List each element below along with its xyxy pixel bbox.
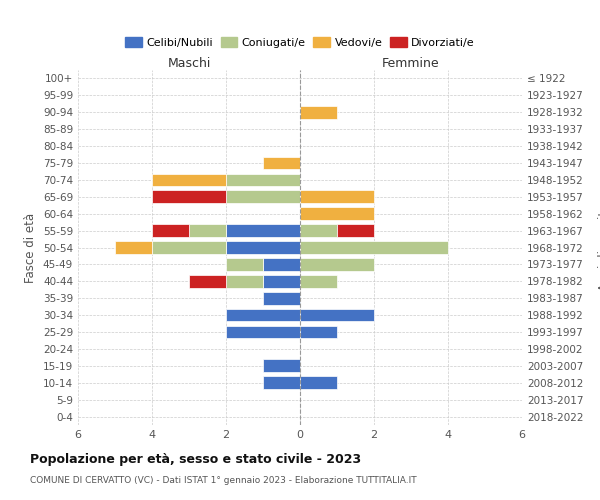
Bar [152,241,226,254]
Bar [152,174,226,186]
Bar [152,224,189,237]
Bar [226,241,300,254]
Bar [226,174,300,186]
Bar [226,275,263,287]
Bar [189,224,226,237]
Bar [263,376,300,389]
Text: Femmine: Femmine [382,57,440,70]
Y-axis label: Anni di nascita: Anni di nascita [598,204,600,291]
Bar [300,241,448,254]
Bar [300,106,337,118]
Text: COMUNE DI CERVATTO (VC) - Dati ISTAT 1° gennaio 2023 - Elaborazione TUTTITALIA.I: COMUNE DI CERVATTO (VC) - Dati ISTAT 1° … [30,476,416,485]
Bar [263,275,300,287]
Bar [115,241,152,254]
Bar [263,156,300,170]
Bar [226,326,300,338]
Y-axis label: Fasce di età: Fasce di età [25,212,37,282]
Text: Popolazione per età, sesso e stato civile - 2023: Popolazione per età, sesso e stato civil… [30,452,361,466]
Bar [300,190,374,203]
Bar [263,292,300,304]
Bar [226,258,263,270]
Legend: Celibi/Nubili, Coniugati/e, Vedovi/e, Divorziati/e: Celibi/Nubili, Coniugati/e, Vedovi/e, Di… [121,33,479,52]
Bar [263,258,300,270]
Bar [300,258,374,270]
Bar [189,275,226,287]
Bar [300,326,337,338]
Text: Maschi: Maschi [167,57,211,70]
Bar [226,190,300,203]
Bar [226,309,300,322]
Bar [300,208,374,220]
Bar [300,309,374,322]
Bar [263,360,300,372]
Bar [226,224,300,237]
Bar [152,190,226,203]
Bar [300,275,337,287]
Bar [300,376,337,389]
Bar [300,224,337,237]
Bar [337,224,374,237]
